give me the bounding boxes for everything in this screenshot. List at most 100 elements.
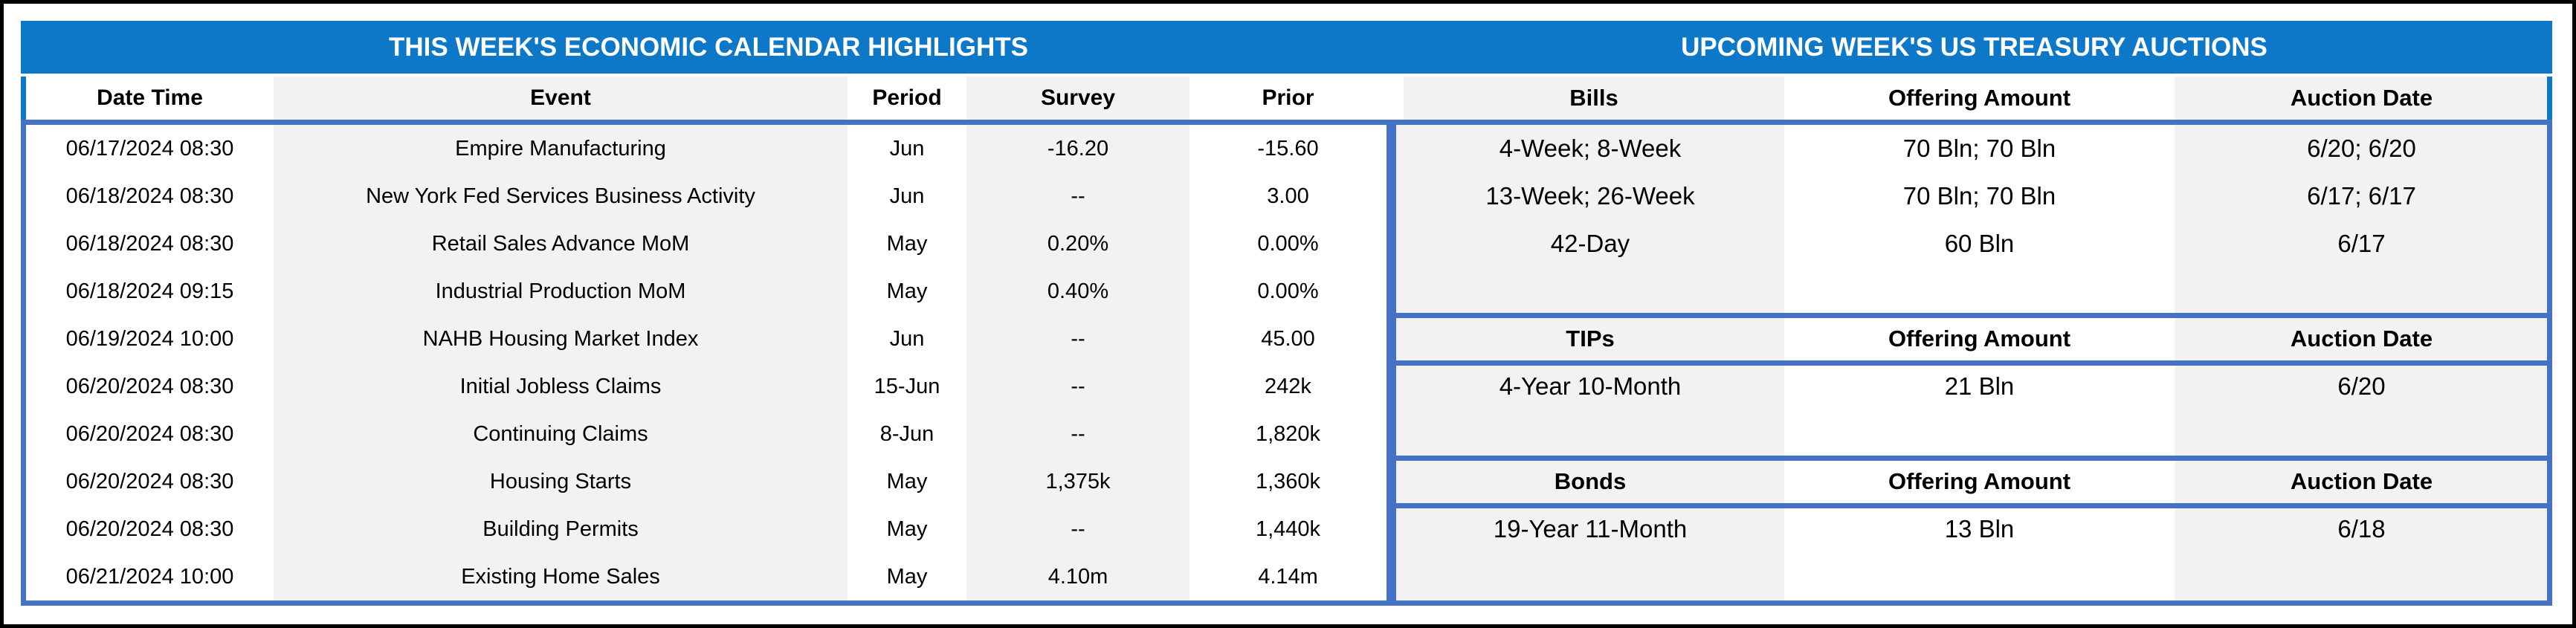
auction-cell: 13-Week; 26-Week — [1396, 172, 1784, 220]
calendar-cell: 06/17/2024 08:30 — [26, 125, 274, 172]
calendar-cell: 06/21/2024 10:00 — [26, 553, 274, 601]
auction-cell — [2175, 553, 2548, 601]
auction-cell — [1784, 268, 2175, 315]
calendar-cell: 0.00% — [1189, 220, 1387, 268]
auction-cell: 4-Week; 8-Week — [1396, 125, 1784, 172]
calendar-cell: 0.20% — [966, 220, 1189, 268]
auction-cell: 42-Day — [1396, 220, 1784, 268]
calendar-cell: Retail Sales Advance MoM — [274, 220, 848, 268]
calendar-cell: -- — [966, 172, 1189, 220]
calendar-cell: NAHB Housing Market Index — [274, 315, 848, 363]
section-header-cell: Auction Date — [2175, 315, 2548, 363]
auction-cell: 70 Bln; 70 Bln — [1784, 172, 2175, 220]
auction-cell: 60 Bln — [1784, 220, 2175, 268]
calendar-cell: -16.20 — [966, 125, 1189, 172]
auction-cell — [1396, 553, 1784, 601]
auction-cell: 6/18 — [2175, 505, 2548, 553]
auction-cell: 6/20 — [2175, 363, 2548, 410]
auction-cell — [1784, 553, 2175, 601]
calendar-cell: 1,375k — [966, 458, 1189, 505]
calendar-cell: 06/19/2024 10:00 — [26, 315, 274, 363]
calendar-cell: 242k — [1189, 363, 1387, 410]
column-header: Bills — [1404, 77, 1784, 120]
calendar-cell: 45.00 — [1189, 315, 1387, 363]
tips-section-top-line — [1387, 313, 2552, 318]
calendar-cell: -- — [966, 410, 1189, 458]
auction-cell: 70 Bln; 70 Bln — [1784, 125, 2175, 172]
column-header: Offering Amount — [1784, 77, 2175, 120]
calendar-cell: 0.00% — [1189, 268, 1387, 315]
calendar-cell: -- — [966, 363, 1189, 410]
section-header-cell: Offering Amount — [1784, 458, 2175, 505]
calendar-cell: 06/18/2024 08:30 — [26, 172, 274, 220]
calendar-cell: May — [848, 220, 966, 268]
calendar-cell: Jun — [848, 172, 966, 220]
auction-cell: 4-Year 10-Month — [1396, 363, 1784, 410]
column-header: Prior — [1189, 77, 1387, 120]
calendar-cell: Continuing Claims — [274, 410, 848, 458]
calendar-cell: Jun — [848, 315, 966, 363]
auctions-body: 4-Week; 8-Week 70 Bln; 70 Bln 6/20; 6/20 13… — [1396, 125, 2548, 601]
auction-cell: 6/17 — [2175, 220, 2548, 268]
auction-cell: 19-Year 11-Month — [1396, 505, 1784, 553]
bonds-header-bottom-line — [1387, 503, 2552, 508]
calendar-left-border — [21, 125, 26, 606]
calendar-cell: May — [848, 458, 966, 505]
calendar-cell: 06/20/2024 08:30 — [26, 363, 274, 410]
calendar-cell: 15-Jun — [848, 363, 966, 410]
header-edge-cap-right — [2547, 77, 2552, 120]
calendar-cell: 8-Jun — [848, 410, 966, 458]
calendar-cell: Initial Jobless Claims — [274, 363, 848, 410]
calendar-cell: 06/18/2024 09:15 — [26, 268, 274, 315]
auction-cell — [2175, 268, 2548, 315]
title-bar: THIS WEEK'S ECONOMIC CALENDAR HIGHLIGHTS… — [21, 21, 2552, 74]
calendar-cell: -15.60 — [1189, 125, 1387, 172]
calendar-cell: 06/20/2024 08:30 — [26, 458, 274, 505]
calendar-cell: -- — [966, 315, 1189, 363]
calendar-cell: May — [848, 268, 966, 315]
calendar-cell: Building Permits — [274, 505, 848, 553]
calendar-body: 06/17/2024 08:30 Empire Manufacturing Jun -… — [26, 125, 1387, 601]
auction-cell: 13 Bln — [1784, 505, 2175, 553]
calendar-cell: -- — [966, 505, 1189, 553]
column-header: Date Time — [26, 77, 274, 120]
calendar-cell: 3.00 — [1189, 172, 1387, 220]
auction-cell: 21 Bln — [1784, 363, 2175, 410]
calendar-cell: 4.10m — [966, 553, 1189, 601]
calendar-cell: 4.14m — [1189, 553, 1387, 601]
bonds-section-top-line — [1387, 456, 2552, 461]
calendar-cell: New York Fed Services Business Activity — [274, 172, 848, 220]
auction-cell: 6/17; 6/17 — [2175, 172, 2548, 220]
calendar-cell: Existing Home Sales — [274, 553, 848, 601]
auction-cell: 6/20; 6/20 — [2175, 125, 2548, 172]
column-header: Survey — [966, 77, 1189, 120]
bottom-border-line — [21, 601, 2552, 606]
calendar-cell: 06/20/2024 08:30 — [26, 410, 274, 458]
section-header-cell: TIPs — [1396, 315, 1784, 363]
calendar-cell: 1,440k — [1189, 505, 1387, 553]
column-header: Auction Date — [2175, 77, 2548, 120]
calendar-cell: 06/18/2024 08:30 — [26, 220, 274, 268]
section-header-cell: Auction Date — [2175, 458, 2548, 505]
calendar-header-row: Date Time Event Period Survey Prior — [26, 77, 1387, 120]
column-header: Event — [274, 77, 848, 120]
calendar-cell: 0.40% — [966, 268, 1189, 315]
header-edge-cap-left — [21, 77, 26, 120]
section-header-cell: Offering Amount — [1784, 315, 2175, 363]
calendar-cell: May — [848, 505, 966, 553]
auctions-header-row: Bills Offering Amount Auction Date — [1404, 77, 2548, 120]
calendar-cell: Housing Starts — [274, 458, 848, 505]
tips-header-bottom-line — [1387, 360, 2552, 366]
calendar-title: THIS WEEK'S ECONOMIC CALENDAR HIGHLIGHTS — [389, 33, 1028, 62]
auction-cell — [1396, 268, 1784, 315]
calendar-cell: 06/20/2024 08:30 — [26, 505, 274, 553]
auctions-title: UPCOMING WEEK'S US TREASURY AUCTIONS — [1681, 33, 2267, 62]
auction-cell — [1784, 410, 2175, 458]
calendar-cell: Empire Manufacturing — [274, 125, 848, 172]
calendar-cell: 1,820k — [1189, 410, 1387, 458]
calendar-cell: 1,360k — [1189, 458, 1387, 505]
auction-cell — [2175, 410, 2548, 458]
calendar-cell: Jun — [848, 125, 966, 172]
calendar-cell: Industrial Production MoM — [274, 268, 848, 315]
calendar-cell: May — [848, 553, 966, 601]
